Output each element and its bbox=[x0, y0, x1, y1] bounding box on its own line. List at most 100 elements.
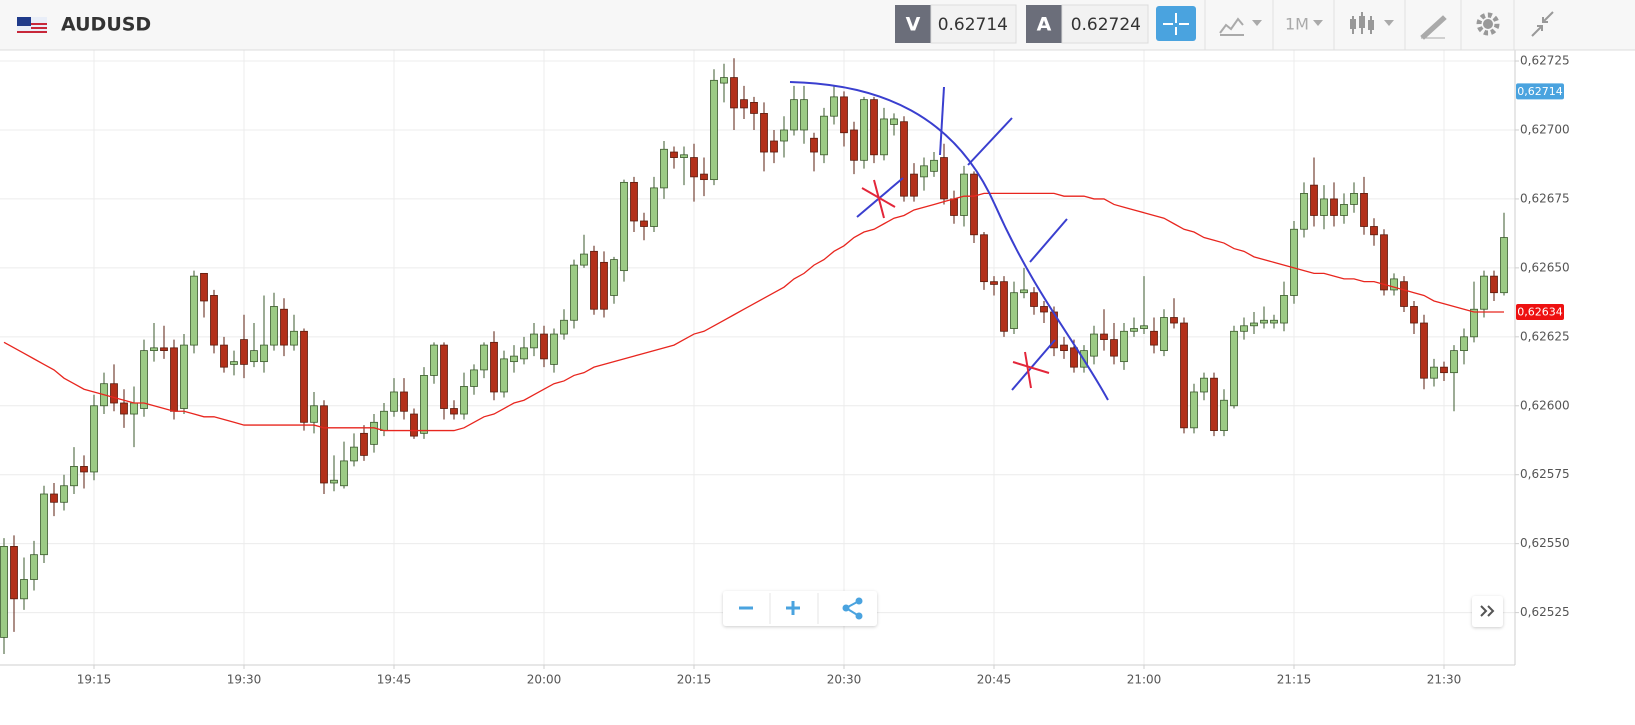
candle-body bbox=[1270, 319, 1278, 324]
sell-button[interactable] bbox=[895, 5, 931, 43]
candle-body bbox=[430, 344, 438, 376]
candle-body bbox=[550, 333, 558, 365]
candle-body bbox=[660, 148, 668, 189]
x-tick-label: 21:00 bbox=[1127, 673, 1162, 687]
crosshair-button[interactable] bbox=[1156, 6, 1196, 41]
x-tick-label: 19:45 bbox=[377, 673, 412, 687]
candle-body bbox=[820, 115, 828, 156]
candle-body bbox=[30, 554, 38, 580]
x-tick-label: 19:15 bbox=[77, 673, 112, 687]
flag-au bbox=[17, 17, 31, 26]
x-tick-label: 19:30 bbox=[227, 673, 262, 687]
header: AUDUSD V 0.62714 A 0.62724 1M bbox=[0, 0, 1635, 51]
moving-average bbox=[3, 192, 1504, 432]
candle-body bbox=[240, 339, 248, 365]
candle-body bbox=[470, 369, 478, 387]
candle-body bbox=[220, 344, 228, 368]
y-tick-label: 0,62650 bbox=[1520, 260, 1570, 274]
candle-body bbox=[200, 272, 208, 302]
candle-body bbox=[120, 402, 128, 415]
candle-body bbox=[1150, 330, 1158, 346]
candle-body bbox=[570, 264, 578, 321]
candle-body bbox=[690, 157, 698, 178]
buy-button[interactable] bbox=[1026, 5, 1062, 43]
candle-body bbox=[760, 113, 768, 153]
candle-body bbox=[890, 118, 898, 125]
candle-body bbox=[1190, 391, 1198, 429]
scroll-right-icon[interactable] bbox=[1480, 605, 1495, 617]
timeframe[interactable]: 1M bbox=[1285, 15, 1309, 34]
candle-body bbox=[1250, 322, 1258, 327]
scroll-right-button[interactable] bbox=[1472, 596, 1503, 627]
candle-body bbox=[1010, 292, 1018, 329]
symbol: AUDUSD bbox=[61, 14, 151, 36]
candle-body bbox=[1090, 333, 1098, 357]
candle-body bbox=[330, 479, 338, 484]
y-tick-label: 0,62600 bbox=[1520, 398, 1570, 412]
candle-body bbox=[440, 344, 448, 409]
candle-body bbox=[730, 77, 738, 109]
candle-body bbox=[650, 187, 658, 227]
settings-icon[interactable] bbox=[1476, 12, 1500, 36]
x-tick-label: 20:15 bbox=[677, 673, 712, 687]
y-tick-label: 0,62525 bbox=[1520, 605, 1570, 619]
zoom-in-button[interactable] bbox=[786, 601, 800, 615]
candle-body bbox=[320, 405, 328, 484]
y-tick-label: 0,62550 bbox=[1520, 536, 1570, 550]
candle-body bbox=[870, 99, 878, 156]
candle-body bbox=[930, 159, 938, 172]
buy-label[interactable]: A bbox=[1037, 14, 1052, 36]
candle-body bbox=[1310, 184, 1318, 216]
candle-body bbox=[1410, 306, 1418, 324]
candle-body bbox=[1500, 237, 1508, 294]
candle-body bbox=[810, 137, 818, 153]
candle-body bbox=[1360, 193, 1368, 227]
y-tick-label: 0,62725 bbox=[1520, 54, 1570, 68]
share-icon[interactable] bbox=[845, 600, 860, 617]
candle-body bbox=[910, 173, 918, 197]
price-badge-label: 0,62634 bbox=[1517, 305, 1563, 318]
candle-body bbox=[1380, 234, 1388, 291]
sell-label[interactable]: V bbox=[906, 14, 921, 36]
dropdown-caret[interactable] bbox=[1313, 20, 1323, 26]
dropdown-caret[interactable] bbox=[1384, 20, 1394, 26]
drawn-line bbox=[1011, 339, 1056, 391]
candle-body bbox=[300, 330, 308, 423]
candle-body bbox=[80, 466, 88, 473]
collapse-icon[interactable] bbox=[1531, 11, 1554, 37]
dropdown-caret[interactable] bbox=[1252, 20, 1262, 26]
candle-body bbox=[1320, 198, 1328, 216]
candle-body bbox=[230, 361, 238, 365]
flag bbox=[17, 17, 47, 33]
candle-body bbox=[260, 344, 268, 363]
candle-body bbox=[510, 355, 518, 363]
share-button[interactable] bbox=[842, 597, 863, 620]
candle-body bbox=[970, 173, 978, 236]
separators bbox=[1204, 0, 1515, 50]
candle-body bbox=[1170, 317, 1178, 324]
candle-body bbox=[180, 344, 188, 409]
candle-body bbox=[600, 261, 608, 310]
candle-body bbox=[880, 118, 888, 156]
candle-body bbox=[1420, 322, 1428, 379]
candle-body bbox=[1480, 275, 1488, 310]
candle-body bbox=[250, 350, 258, 363]
candle-body bbox=[400, 391, 408, 412]
candle-body bbox=[1020, 289, 1028, 294]
candle-body bbox=[630, 181, 638, 222]
candle-body bbox=[590, 250, 598, 310]
draw-icon[interactable] bbox=[1420, 15, 1447, 40]
candle-body bbox=[360, 432, 368, 456]
candle-body bbox=[1200, 377, 1208, 393]
candle-body bbox=[340, 460, 348, 487]
candle-body bbox=[560, 319, 568, 335]
y-tick-label: 0,62575 bbox=[1520, 467, 1570, 481]
candle-body bbox=[900, 121, 908, 197]
indicator-icon[interactable] bbox=[1219, 17, 1244, 36]
candle-body bbox=[40, 493, 48, 556]
x-tick-label: 20:30 bbox=[827, 673, 862, 687]
candle-body bbox=[130, 402, 138, 415]
candle-body bbox=[0, 546, 8, 638]
